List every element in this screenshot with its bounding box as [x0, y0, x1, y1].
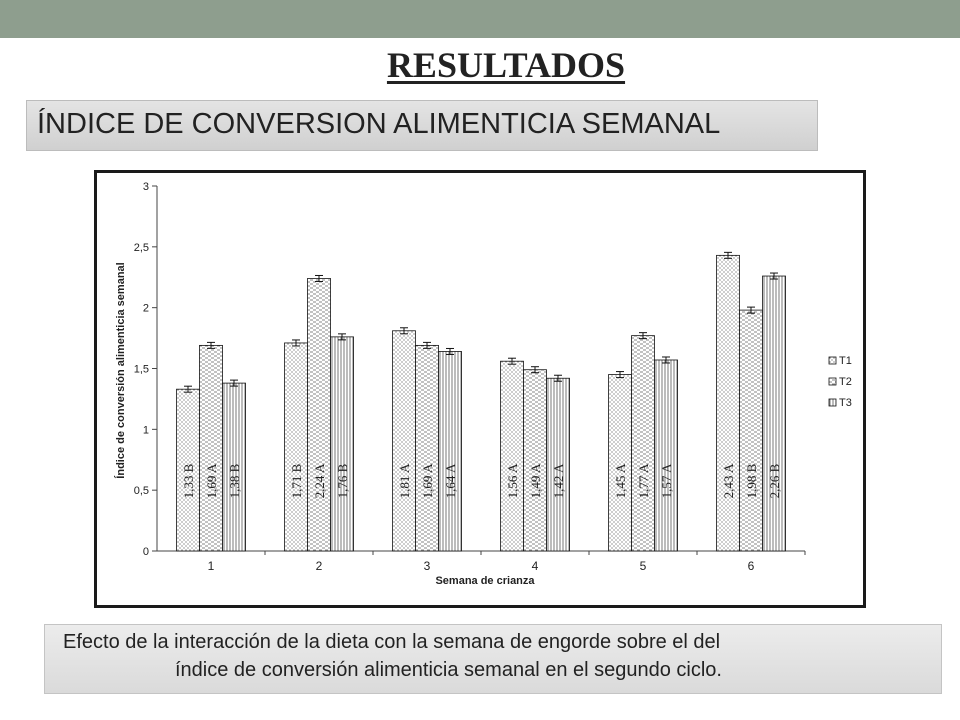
bar-t2 — [307, 278, 331, 552]
data-label: 1,33 B — [181, 463, 196, 498]
bar-t3 — [330, 336, 354, 552]
bar-t3 — [654, 359, 678, 552]
data-label: 1,98 B — [744, 463, 759, 498]
data-label: 1,64 A — [443, 463, 458, 498]
bar-chart: 0 0,5 1 1,5 2 2,5 3 Índice de conversión alimen… — [114, 181, 852, 587]
data-label: 1,76 B — [335, 463, 350, 498]
data-label: 1,69 A — [204, 463, 219, 498]
y-tick-label: 1,5 — [134, 364, 149, 376]
data-label: 1,71 B — [289, 463, 304, 498]
x-tick-label: 5 — [640, 559, 647, 573]
legend-label: T3 — [839, 397, 852, 409]
x-tick-label: 6 — [748, 559, 755, 573]
top-band — [0, 0, 960, 38]
y-tick-label: 3 — [143, 181, 149, 193]
legend-swatch — [828, 377, 837, 386]
data-label: 1,42 A — [551, 463, 566, 498]
y-tick-label: 0,5 — [134, 485, 149, 497]
data-label: 1,81 A — [397, 463, 412, 498]
data-label: 1,56 A — [505, 463, 520, 498]
y-axis-label: Índice de conversión alimenticia semanal — [114, 262, 127, 478]
caption-line-2: índice de conversión alimenticia semanal… — [175, 659, 722, 681]
data-label: 1,45 A — [613, 463, 628, 498]
y-tick-label: 2,5 — [134, 242, 149, 254]
bar-t1 — [608, 374, 632, 552]
x-axis-label: Semana de crianza — [435, 575, 535, 587]
x-tick-label: 3 — [424, 559, 431, 573]
data-label: 1,57 A — [659, 463, 674, 498]
bar-t3 — [438, 351, 462, 552]
x-tick-label: 2 — [316, 559, 323, 573]
data-label: 2,43 A — [721, 463, 736, 498]
bar-t1 — [392, 330, 416, 552]
x-tick-label: 4 — [532, 559, 539, 573]
data-label: 1,69 A — [420, 463, 435, 498]
data-label: 2,24 A — [312, 463, 327, 498]
legend-label: T1 — [839, 355, 852, 367]
data-label: 1,49 A — [528, 463, 543, 498]
y-tick-label: 2 — [143, 303, 149, 315]
bar-t2 — [523, 369, 547, 552]
legend-swatch — [828, 356, 837, 365]
data-label: 2,26 B — [767, 463, 782, 498]
bar-t1 — [500, 360, 524, 552]
y-tick-label: 1 — [143, 424, 149, 436]
bar-t2 — [631, 335, 655, 552]
bar-t1 — [284, 342, 308, 552]
data-label: 1,77 A — [636, 463, 651, 498]
y-tick-label: 0 — [143, 546, 149, 558]
bar-t2 — [199, 344, 223, 552]
x-tick-label: 1 — [208, 559, 215, 573]
caption-line-1: Efecto de la interacción de la dieta con… — [63, 631, 721, 653]
caption-box: Efecto de la interacción de la dieta con… — [44, 624, 942, 694]
legend-swatch — [828, 398, 837, 407]
legend-label: T2 — [839, 376, 852, 388]
bar-t3 — [762, 275, 786, 552]
bar-t1 — [716, 254, 740, 552]
slide-title: RESULTADOS — [386, 45, 626, 85]
bar-t2 — [739, 309, 763, 552]
chart-frame: 0 0,5 1 1,5 2 2,5 3 Índice de conversión alimen… — [94, 170, 866, 608]
subtitle-text: ÍNDICE DE CONVERSION ALIMENTICIA SEMANAL — [37, 108, 721, 140]
bar-t2 — [415, 344, 439, 552]
data-label: 1,38 B — [227, 463, 242, 498]
subtitle-box: ÍNDICE DE CONVERSION ALIMENTICIA SEMANAL — [26, 100, 818, 151]
